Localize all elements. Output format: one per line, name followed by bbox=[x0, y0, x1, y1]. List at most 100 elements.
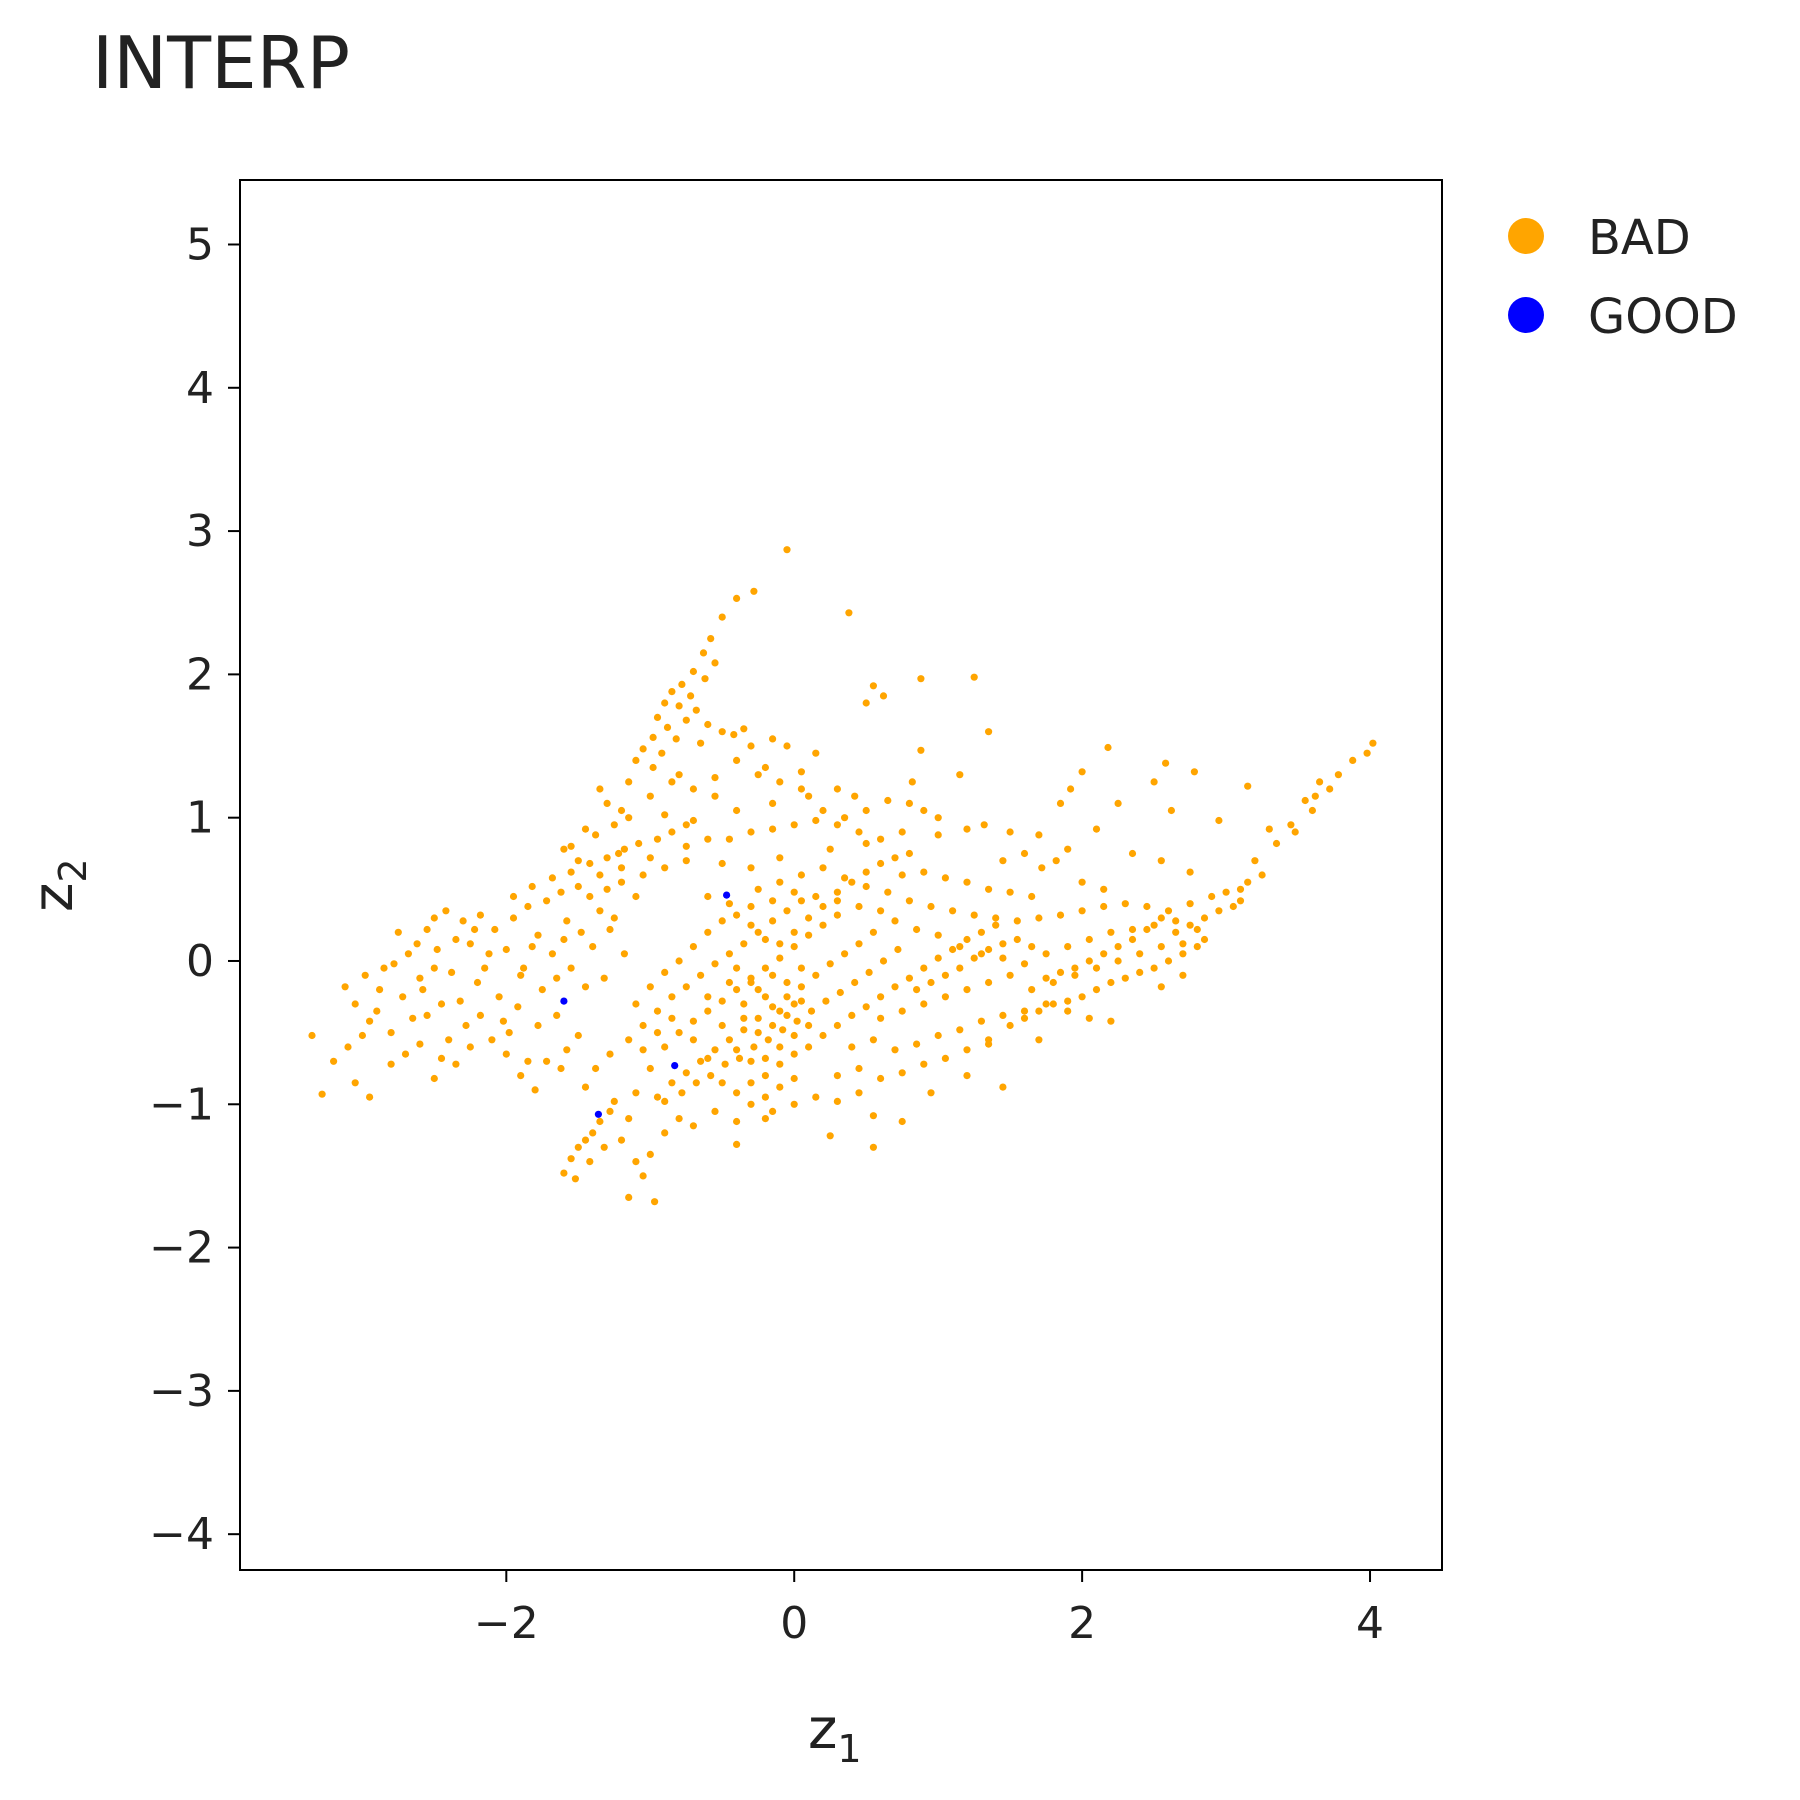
data-point-bad bbox=[721, 1060, 729, 1068]
data-point-bad bbox=[769, 971, 777, 979]
data-point-bad bbox=[898, 1117, 906, 1126]
data-point-bad bbox=[1020, 960, 1029, 968]
data-point-bad bbox=[1301, 796, 1309, 805]
data-point-bad bbox=[797, 785, 806, 793]
data-point-bad bbox=[682, 857, 690, 865]
data-point-bad bbox=[913, 1040, 921, 1048]
data-point-bad bbox=[394, 928, 402, 936]
y-tick-label: 0 bbox=[186, 936, 214, 987]
data-point-bad bbox=[977, 950, 986, 958]
data-point-bad bbox=[574, 1143, 582, 1151]
data-point-bad bbox=[920, 964, 928, 972]
legend-item-good[interactable]: GOOD bbox=[1508, 289, 1738, 345]
data-point-bad bbox=[689, 1122, 698, 1130]
legend-marker-bad bbox=[1508, 218, 1544, 254]
data-point-bad bbox=[1107, 928, 1115, 936]
data-point-bad bbox=[941, 1054, 950, 1062]
data-point-bad bbox=[718, 1021, 726, 1030]
data-point-bad bbox=[733, 594, 741, 603]
data-point-bad bbox=[1251, 857, 1259, 865]
data-point-bad bbox=[725, 835, 734, 843]
data-point-bad bbox=[1162, 759, 1170, 767]
data-point-bad bbox=[797, 964, 806, 972]
data-point-bad bbox=[833, 821, 842, 829]
data-point-bad bbox=[740, 725, 748, 733]
data-point-bad bbox=[1064, 943, 1072, 951]
data-point-bad bbox=[963, 825, 971, 833]
data-point-bad bbox=[905, 799, 914, 808]
data-point-bad bbox=[697, 739, 705, 747]
data-point-bad bbox=[740, 1026, 748, 1034]
data-point-bad bbox=[653, 1007, 662, 1015]
data-point-bad bbox=[651, 1198, 659, 1206]
data-point-bad bbox=[1136, 968, 1144, 977]
data-point-bad bbox=[678, 1089, 686, 1097]
data-point-bad bbox=[423, 1011, 431, 1020]
data-point-bad bbox=[1064, 845, 1072, 853]
data-point-bad bbox=[819, 1031, 827, 1040]
legend-item-bad[interactable]: BAD bbox=[1508, 210, 1691, 266]
data-point-bad bbox=[733, 986, 741, 994]
data-point-bad bbox=[1128, 925, 1137, 934]
data-point-bad bbox=[747, 1100, 755, 1108]
data-point-bad bbox=[548, 874, 557, 882]
data-point-bad bbox=[543, 1057, 551, 1065]
data-point-bad bbox=[879, 692, 888, 700]
plot-frame bbox=[239, 179, 1443, 1571]
data-point-bad bbox=[1052, 857, 1060, 865]
data-point-bad bbox=[769, 1107, 777, 1115]
data-point-bad bbox=[459, 917, 467, 925]
data-point-bad bbox=[790, 888, 798, 896]
data-point-bad bbox=[970, 954, 978, 962]
data-point-bad bbox=[805, 1021, 813, 1030]
data-point-bad bbox=[646, 1150, 654, 1158]
data-point-bad bbox=[733, 1140, 741, 1148]
data-point-bad bbox=[560, 935, 568, 944]
data-point-bad bbox=[836, 988, 844, 997]
data-point-bad bbox=[678, 680, 686, 689]
data-point-bad bbox=[913, 986, 921, 994]
data-point-bad bbox=[419, 986, 427, 994]
data-point-bad bbox=[754, 928, 762, 936]
data-point-bad bbox=[668, 1079, 676, 1087]
data-point-bad bbox=[1013, 917, 1021, 925]
data-point-bad bbox=[567, 964, 575, 972]
data-point-bad bbox=[433, 945, 441, 954]
data-point-bad bbox=[999, 940, 1007, 948]
data-point-bad bbox=[1100, 902, 1108, 911]
data-point-bad bbox=[1193, 925, 1201, 934]
data-point-bad bbox=[538, 986, 546, 994]
data-point-bad bbox=[1006, 888, 1014, 896]
data-point-bad bbox=[985, 1036, 993, 1044]
data-point-bad bbox=[711, 1046, 719, 1054]
data-point-bad bbox=[956, 964, 964, 972]
data-point-bad bbox=[646, 854, 654, 862]
data-point-bad bbox=[725, 950, 734, 958]
data-point-bad bbox=[776, 878, 784, 886]
data-point-bad bbox=[1092, 964, 1101, 972]
x-tick-label: −2 bbox=[474, 1598, 539, 1649]
data-point-bad bbox=[689, 1036, 698, 1044]
data-point-bad bbox=[783, 742, 791, 750]
data-point-bad bbox=[970, 673, 978, 681]
legend: BAD GOOD bbox=[1508, 210, 1738, 345]
data-point-bad bbox=[571, 1175, 580, 1183]
data-point-bad bbox=[920, 868, 928, 876]
data-point-bad bbox=[341, 983, 349, 991]
data-point-bad bbox=[769, 1021, 777, 1030]
data-point-bad bbox=[416, 974, 424, 982]
x-axis-title-base: z bbox=[808, 1697, 837, 1762]
data-point-bad bbox=[1042, 974, 1050, 982]
data-point-bad bbox=[517, 1072, 525, 1080]
data-point-bad bbox=[740, 940, 748, 948]
data-point-bad bbox=[761, 993, 770, 1001]
data-point-bad bbox=[488, 1036, 496, 1044]
data-point-bad bbox=[606, 1050, 614, 1058]
data-point-bad bbox=[639, 1046, 647, 1054]
data-point-bad bbox=[632, 756, 640, 765]
data-point-bad bbox=[1100, 885, 1108, 893]
data-point-bad bbox=[689, 1017, 698, 1025]
data-point-bad bbox=[1308, 806, 1316, 815]
data-point-bad bbox=[442, 907, 450, 915]
data-point-bad bbox=[826, 960, 834, 968]
